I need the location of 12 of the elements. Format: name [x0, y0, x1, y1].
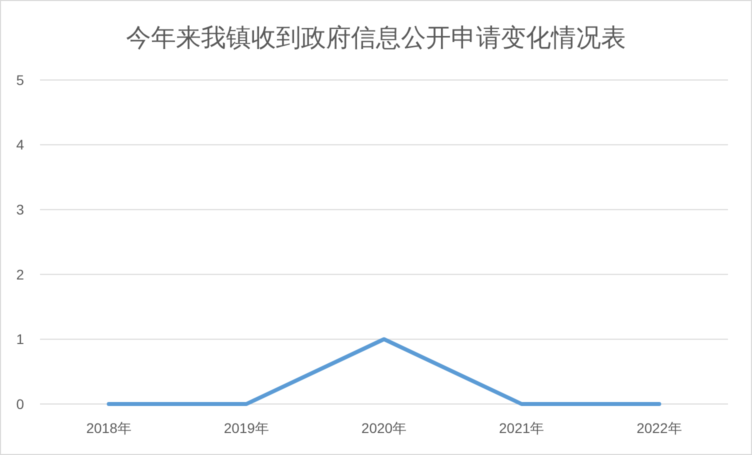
x-tick-label: 2019年 — [224, 420, 269, 436]
x-tick-label: 2022年 — [636, 420, 682, 436]
y-tick-label: 3 — [16, 202, 24, 218]
y-tick-label: 1 — [16, 331, 24, 348]
chart-title: 今年来我镇收到政府信息公开申请变化情况表 — [126, 24, 626, 52]
y-tick-label: 2 — [16, 266, 24, 282]
x-tick-label: 2020年 — [361, 420, 407, 436]
y-tick-label: 0 — [16, 396, 24, 412]
x-tick-label: 2021年 — [499, 420, 544, 436]
y-tick-label: 5 — [16, 72, 24, 88]
x-tick-label: 2018年 — [86, 420, 132, 436]
y-tick-label: 4 — [16, 136, 24, 153]
